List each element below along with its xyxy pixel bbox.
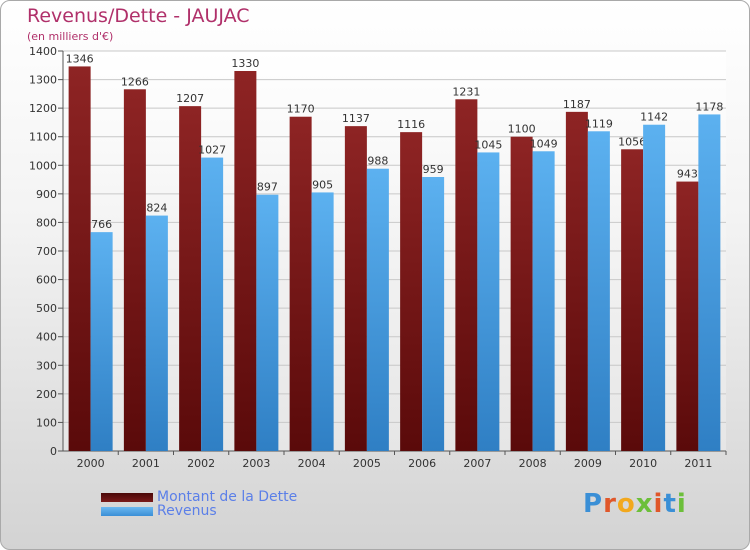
y-tick-label: 200: [36, 388, 57, 401]
data-label-debt: 1056: [618, 135, 646, 148]
x-tick-label: 2009: [574, 457, 602, 470]
x-tick-label: 2008: [519, 457, 547, 470]
y-tick-label: 800: [36, 216, 57, 229]
bar-debt: [676, 181, 699, 452]
data-label-debt: 1100: [508, 123, 536, 136]
data-label-debt: 1170: [287, 103, 315, 116]
data-label-revenue: 766: [91, 218, 112, 231]
data-label-debt: 1137: [342, 112, 370, 125]
y-tick-label: 700: [36, 245, 57, 258]
data-label-debt: 1187: [563, 98, 591, 111]
bar-revenue: [698, 114, 721, 451]
x-tick-label: 2006: [408, 457, 436, 470]
legend-label-revenue: Revenus: [157, 503, 217, 519]
legend-swatch-debt: [101, 492, 153, 502]
bar-revenue: [145, 215, 168, 451]
y-tick-label: 500: [36, 302, 57, 315]
y-tick-label: 1100: [29, 131, 57, 144]
data-label-revenue: 1119: [585, 117, 613, 130]
bar-debt: [123, 89, 146, 452]
y-tick-label: 300: [36, 359, 57, 372]
y-tick-label: 1400: [29, 45, 57, 58]
data-label-debt: 1231: [452, 85, 480, 98]
x-tick-label: 2003: [242, 457, 270, 470]
data-label-revenue: 1045: [474, 138, 502, 151]
y-tick-label: 1200: [29, 102, 57, 115]
data-label-revenue: 988: [367, 155, 388, 168]
legend-label-debt: Montant de la Dette: [157, 489, 298, 505]
bar-revenue: [90, 232, 113, 451]
bar-debt: [455, 99, 478, 452]
bar-revenue: [643, 124, 666, 451]
x-tick-label: 2002: [187, 457, 215, 470]
data-label-debt: 1116: [397, 118, 425, 131]
logo-letter: P: [583, 489, 604, 519]
bar-revenue: [201, 157, 224, 452]
bar-revenue: [532, 151, 555, 452]
data-label-debt: 1330: [231, 57, 259, 70]
data-label-debt: 1346: [66, 52, 94, 65]
chart-subtitle: (en milliers d'€): [27, 30, 114, 43]
legend-item-revenue: Revenus: [101, 503, 217, 519]
data-label-revenue: 824: [146, 202, 167, 215]
y-tick-label: 600: [36, 274, 57, 287]
x-tick-label: 2000: [77, 457, 105, 470]
y-tick-label: 100: [36, 416, 57, 429]
data-label-revenue: 897: [257, 181, 278, 194]
data-label-revenue: 1049: [530, 137, 558, 150]
bar-debt: [621, 149, 644, 452]
x-tick-label: 2011: [684, 457, 712, 470]
logo-letter: t: [663, 489, 677, 519]
bar-revenue: [587, 131, 610, 452]
logo-letter: i: [676, 489, 687, 519]
bar-debt: [510, 136, 533, 451]
x-tick-label: 2001: [132, 457, 160, 470]
bar-debt: [565, 111, 588, 451]
data-label-revenue: 1142: [640, 111, 668, 124]
bar-revenue: [477, 152, 500, 451]
bar-debt: [179, 106, 202, 452]
x-tick-label: 2005: [353, 457, 381, 470]
data-label-revenue: 1027: [198, 144, 226, 157]
x-tick-label: 2010: [629, 457, 657, 470]
bar-revenue: [311, 192, 334, 451]
data-label-debt: 943: [677, 168, 698, 181]
data-label-debt: 1266: [121, 75, 149, 88]
logo-letter: r: [603, 489, 617, 519]
bar-debt: [400, 132, 423, 451]
y-tick-label: 900: [36, 188, 57, 201]
bar-debt: [344, 126, 367, 452]
x-tick-label: 2004: [298, 457, 326, 470]
data-label-revenue: 905: [312, 178, 333, 191]
logo-letter: x: [635, 489, 654, 519]
bar-debt: [234, 71, 257, 451]
bar-revenue: [256, 194, 279, 451]
data-label-revenue: 1178: [695, 100, 723, 113]
legend-swatch-revenue: [101, 506, 153, 516]
legend-item-debt: Montant de la Dette: [101, 489, 297, 505]
x-tick-label: 2007: [463, 457, 491, 470]
y-tick-label: 0: [50, 445, 57, 458]
bar-revenue: [366, 168, 389, 451]
y-tick-label: 1000: [29, 159, 57, 172]
bar-debt: [289, 116, 312, 451]
data-label-revenue: 959: [423, 163, 444, 176]
bar-debt: [68, 66, 91, 451]
logo-letter: i: [653, 489, 664, 519]
logo-letter: o: [616, 489, 636, 519]
proxiti-logo: Proxiti: [583, 489, 687, 519]
y-tick-label: 400: [36, 331, 57, 344]
bar-revenue: [422, 177, 445, 451]
data-label-debt: 1207: [176, 92, 204, 105]
y-tick-label: 1300: [29, 74, 57, 87]
chart-title: Revenus/Dette - JAUJAC: [27, 5, 250, 27]
